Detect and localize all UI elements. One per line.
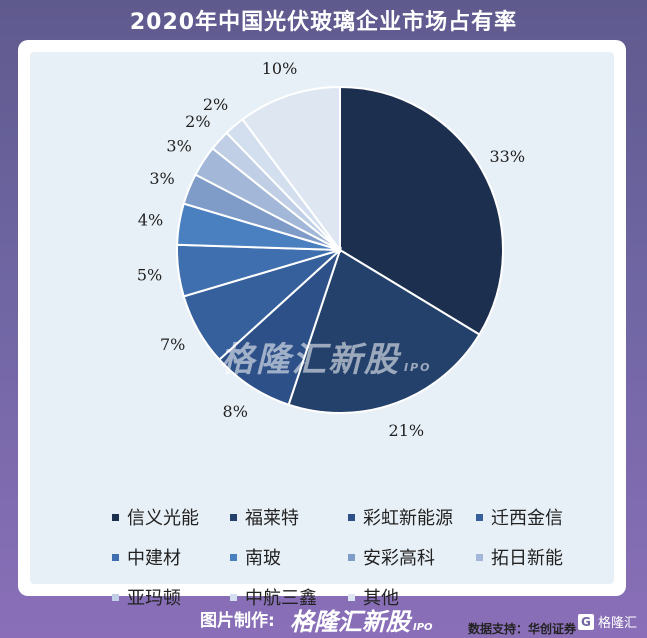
- legend-item: 迁西金信: [476, 504, 596, 530]
- pie-slice: [287, 248, 481, 414]
- legend-item: 其他: [348, 584, 476, 610]
- data-label: 2%: [203, 95, 228, 114]
- chart-card: 33% 21% 8% 7% 5% 4% 3% 3% 2% 2% 10% 格隆汇新股 IPO 信义光能福…: [18, 40, 626, 636]
- pie-chart: 33% 21% 8% 7% 5% 4% 3% 3% 2%2% 10%: [137, 59, 526, 440]
- legend-item: 亚玛顿: [112, 584, 230, 610]
- legend-swatch: [112, 553, 119, 561]
- legend-label: 福莱特: [245, 508, 299, 529]
- legend-swatch: [112, 513, 119, 521]
- footer-brand-suffix: IPO: [413, 622, 433, 633]
- legend-label: 拓日新能: [491, 548, 563, 569]
- data-label: 4%: [138, 210, 163, 229]
- data-label: 2%: [185, 112, 210, 131]
- corner-logo: G 格隆汇: [577, 612, 637, 631]
- legend-item: 南玻: [230, 544, 348, 570]
- pie-slice: [339, 85, 504, 336]
- legend-label: 彩虹新能源: [363, 508, 453, 529]
- legend-swatch: [230, 553, 237, 561]
- legend-item: 安彩高科: [348, 544, 476, 570]
- legend-swatch: [230, 513, 237, 521]
- legend-label: 中建材: [127, 548, 181, 569]
- footer-brand: 格隆汇新股 IPO: [290, 602, 433, 637]
- watermark-suffix: IPO: [404, 361, 432, 374]
- legend-swatch: [348, 513, 355, 521]
- data-label: 33%: [490, 147, 526, 166]
- footer-label: 图片制作:: [200, 611, 275, 631]
- legend-swatch: [112, 593, 119, 601]
- data-label: 8%: [223, 402, 248, 421]
- logo-icon: G: [577, 613, 594, 630]
- data-label: 3%: [149, 169, 174, 188]
- watermark-text: 格隆汇新股: [220, 340, 400, 380]
- legend-item: 信义光能: [112, 504, 230, 530]
- footer-brand-text: 格隆汇新股: [290, 608, 410, 636]
- legend-label: 迁西金信: [491, 508, 563, 529]
- legend-swatch: [476, 513, 483, 521]
- data-label: 3%: [166, 136, 191, 155]
- watermark: 格隆汇新股 IPO: [220, 332, 432, 381]
- footer: 图片制作: 格隆汇新股 IPO G 格隆汇: [0, 602, 647, 638]
- legend-swatch: [476, 553, 483, 561]
- legend-label: 其他: [363, 588, 399, 609]
- corner-logo-text: 格隆汇: [597, 616, 637, 631]
- legend-swatch: [230, 593, 237, 601]
- data-label: 7%: [160, 335, 185, 354]
- chart-panel: 33% 21% 8% 7% 5% 4% 3% 3% 2% 2% 10% 格隆汇新股 IPO 信义光能福…: [30, 52, 614, 636]
- legend-item: 中建材: [112, 544, 230, 570]
- legend-label: 南玻: [245, 548, 281, 569]
- data-label: 21%: [389, 421, 425, 440]
- source-note: 数据支持：华创证券: [467, 622, 576, 636]
- legend-label: 安彩高科: [363, 548, 435, 569]
- legend: 信义光能 福莱特 彩虹新能源 迁西金信中建材 南玻 安彩高科 拓日新能亚玛顿 中航三鑫 其他: [112, 504, 632, 610]
- data-label: 10%: [262, 59, 298, 78]
- legend-label: 信义光能: [127, 508, 199, 529]
- chart-title: 2020年中国光伏玻璃企业市场占有率: [129, 10, 518, 35]
- legend-swatch: [348, 593, 355, 601]
- legend-label: 亚玛顿: [127, 588, 181, 609]
- legend-item: 中航三鑫: [230, 584, 348, 610]
- data-label: 5%: [137, 266, 162, 285]
- legend-swatch: [348, 553, 355, 561]
- legend-item: 彩虹新能源: [348, 504, 476, 530]
- pie-slice: [241, 85, 341, 254]
- legend-item: 福莱特: [230, 504, 348, 530]
- legend-label: 中航三鑫: [245, 588, 317, 609]
- legend-item: 拓日新能: [476, 544, 596, 570]
